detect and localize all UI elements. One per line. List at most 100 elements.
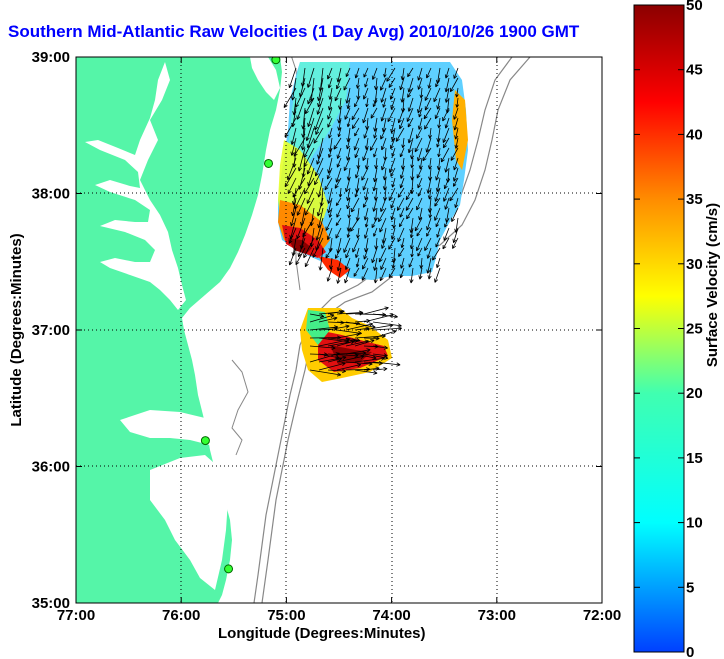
y-tick-label: 38:00 <box>32 186 70 203</box>
velocity-arrow <box>397 187 405 198</box>
velocity-arrow <box>354 167 360 179</box>
velocity-arrow <box>309 345 336 350</box>
velocity-arrow <box>335 197 342 207</box>
velocity-arrow <box>356 227 360 239</box>
velocity-arrow <box>406 207 414 220</box>
velocity-arrow <box>401 137 406 149</box>
x-tick-label: 74:00 <box>372 607 410 624</box>
velocity-arrow <box>444 157 450 173</box>
station-marker <box>200 436 210 446</box>
velocity-arrow <box>389 87 396 100</box>
velocity-arrow <box>334 177 342 189</box>
velocity-arrow <box>374 157 379 169</box>
velocity-arrow <box>386 67 396 82</box>
velocity-arrow <box>400 257 405 269</box>
velocity-arrow <box>453 117 459 131</box>
velocity-arrow <box>399 267 405 279</box>
velocity-arrow <box>381 157 387 171</box>
colorbar-tick-label: 20 <box>686 385 703 402</box>
velocity-arrow <box>454 137 459 149</box>
velocity-arrow <box>283 87 297 109</box>
station-marker <box>224 564 234 574</box>
velocity-arrow <box>335 217 342 226</box>
velocity-arrow <box>424 117 432 130</box>
velocity-arrow <box>425 137 432 153</box>
velocity-arrow <box>453 107 459 120</box>
colorbar-tick-label: 0 <box>686 644 694 659</box>
velocity-arrow <box>327 368 347 374</box>
velocity-arrow <box>388 237 396 250</box>
velocity-arrow <box>417 77 423 90</box>
velocity-arrow <box>328 207 333 218</box>
velocity-arrow <box>405 197 414 211</box>
velocity-arrow <box>313 127 324 144</box>
velocity-arrow <box>449 77 459 93</box>
velocity-arrow <box>452 177 459 187</box>
velocity-arrow <box>382 167 387 181</box>
velocity-arrow <box>318 338 350 347</box>
velocity-arrow <box>417 247 423 257</box>
velocity-arrow <box>346 227 351 238</box>
velocity-arrow <box>380 197 387 213</box>
velocity-arrow <box>418 207 423 221</box>
velocity-arrow <box>327 309 345 315</box>
velocity-arrow <box>418 267 423 280</box>
velocity-arrow <box>346 187 351 201</box>
velocity-arrow <box>347 207 352 219</box>
velocity-arrow <box>306 157 315 175</box>
velocity-arrow <box>433 87 441 103</box>
velocity-arrow <box>399 77 405 91</box>
velocity-arrow <box>388 267 396 279</box>
colorbar-tick-label: 15 <box>686 450 703 467</box>
velocity-arrow <box>363 306 389 315</box>
velocity-arrow <box>390 197 396 209</box>
velocity-arrow <box>309 352 340 363</box>
velocity-arrow <box>327 117 333 128</box>
velocity-arrow <box>353 267 360 277</box>
velocity-arrow <box>371 67 378 80</box>
velocity-arrow <box>304 97 315 115</box>
velocity-arrow <box>434 267 441 283</box>
velocity-arrow <box>378 247 387 263</box>
velocity-arrow <box>304 197 315 216</box>
velocity-arrow <box>416 97 423 114</box>
grid-lines <box>76 57 602 603</box>
velocity-arrow <box>362 87 369 100</box>
velocity-arrow <box>419 257 424 269</box>
velocity-arrow <box>418 157 423 170</box>
velocity-arrow <box>409 267 414 284</box>
velocity-arrow <box>405 187 414 201</box>
velocity-arrow <box>335 77 342 90</box>
x-axis: 77:00 76:00 75:00 74:00 73:00 72:00 <box>57 57 621 624</box>
velocity-field-edge-orange <box>452 90 468 170</box>
velocity-arrow <box>316 197 324 217</box>
velocity-arrow <box>334 87 342 102</box>
y-tick-label: 36:00 <box>32 459 70 476</box>
velocity-arrow <box>363 67 369 78</box>
velocity-arrow <box>284 167 297 188</box>
velocity-arrow <box>338 97 343 110</box>
colorbar-tick-label: 45 <box>686 62 703 79</box>
velocity-arrow <box>288 67 297 89</box>
velocity-arrow <box>303 237 315 259</box>
velocity-arrow <box>345 322 374 331</box>
velocity-arrow <box>440 147 450 163</box>
velocity-arrow <box>373 257 378 271</box>
velocity-arrow <box>352 237 360 253</box>
velocity-arrow <box>426 247 432 259</box>
velocity-arrow <box>400 237 405 249</box>
velocity-arrow <box>314 107 324 131</box>
velocity-vectors <box>283 67 459 377</box>
velocity-arrow <box>290 127 297 145</box>
velocity-arrow <box>345 247 351 259</box>
velocity-field-bottom-red <box>318 256 350 278</box>
y-tick-label: 35:00 <box>32 595 70 612</box>
velocity-arrow <box>355 77 360 89</box>
velocity-arrow <box>398 247 405 257</box>
velocity-arrow <box>390 167 396 177</box>
velocity-arrow <box>428 127 433 139</box>
chart-title: Southern Mid-Atlantic Raw Velocities (1 … <box>8 22 580 41</box>
velocity-arrow <box>399 207 405 218</box>
